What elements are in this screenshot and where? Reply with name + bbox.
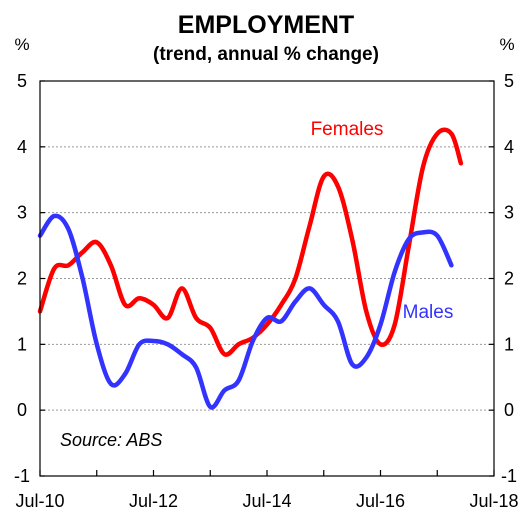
series-label-males: Males bbox=[403, 302, 454, 323]
y-tick-label-left: -1 bbox=[14, 466, 30, 486]
y-tick-label-right: -1 bbox=[501, 466, 517, 486]
x-tick-label: Jul-10 bbox=[15, 491, 64, 511]
x-tick-label: Jul-18 bbox=[469, 491, 518, 511]
y-tick-label-left: 3 bbox=[17, 203, 27, 223]
series-label-females: Females bbox=[311, 119, 384, 140]
y-tick-label-left: 1 bbox=[17, 334, 27, 354]
y-tick-label-right: 5 bbox=[504, 71, 514, 91]
axis-ticks: 5 5 4 4 3 3 2 2 1 1 0 0 -1 -1 Jul-10 Jul-12 Jul-14 Jul-16… bbox=[14, 71, 519, 511]
series-lines: Females Males bbox=[37, 119, 464, 410]
chart-subtitle: (trend, annual % change) bbox=[153, 44, 379, 65]
y-tick-label-left: 5 bbox=[17, 71, 27, 91]
gridlines bbox=[40, 146, 494, 411]
y-tick-label-right: 1 bbox=[504, 334, 514, 354]
y-tick-label-left: 0 bbox=[17, 400, 27, 420]
plot-frame bbox=[39, 80, 495, 477]
y-unit-right: % bbox=[499, 35, 514, 54]
y-tick-label-right: 4 bbox=[504, 137, 514, 157]
y-tick-label-left: 2 bbox=[17, 269, 27, 289]
x-tick-label: Jul-16 bbox=[356, 491, 405, 511]
y-tick-label-right: 0 bbox=[504, 400, 514, 420]
y-unit-left: % bbox=[14, 35, 29, 54]
source-note: Source: ABS bbox=[60, 430, 162, 450]
chart-title: EMPLOYMENT bbox=[178, 11, 354, 39]
x-tick-label: Jul-12 bbox=[129, 491, 178, 511]
y-tick-label-right: 3 bbox=[504, 203, 514, 223]
x-tick-label: Jul-14 bbox=[242, 491, 291, 511]
y-tick-label-right: 2 bbox=[504, 269, 514, 289]
series-line-males bbox=[37, 213, 454, 410]
y-tick-label-left: 4 bbox=[17, 137, 27, 157]
series-line-females bbox=[37, 127, 464, 357]
